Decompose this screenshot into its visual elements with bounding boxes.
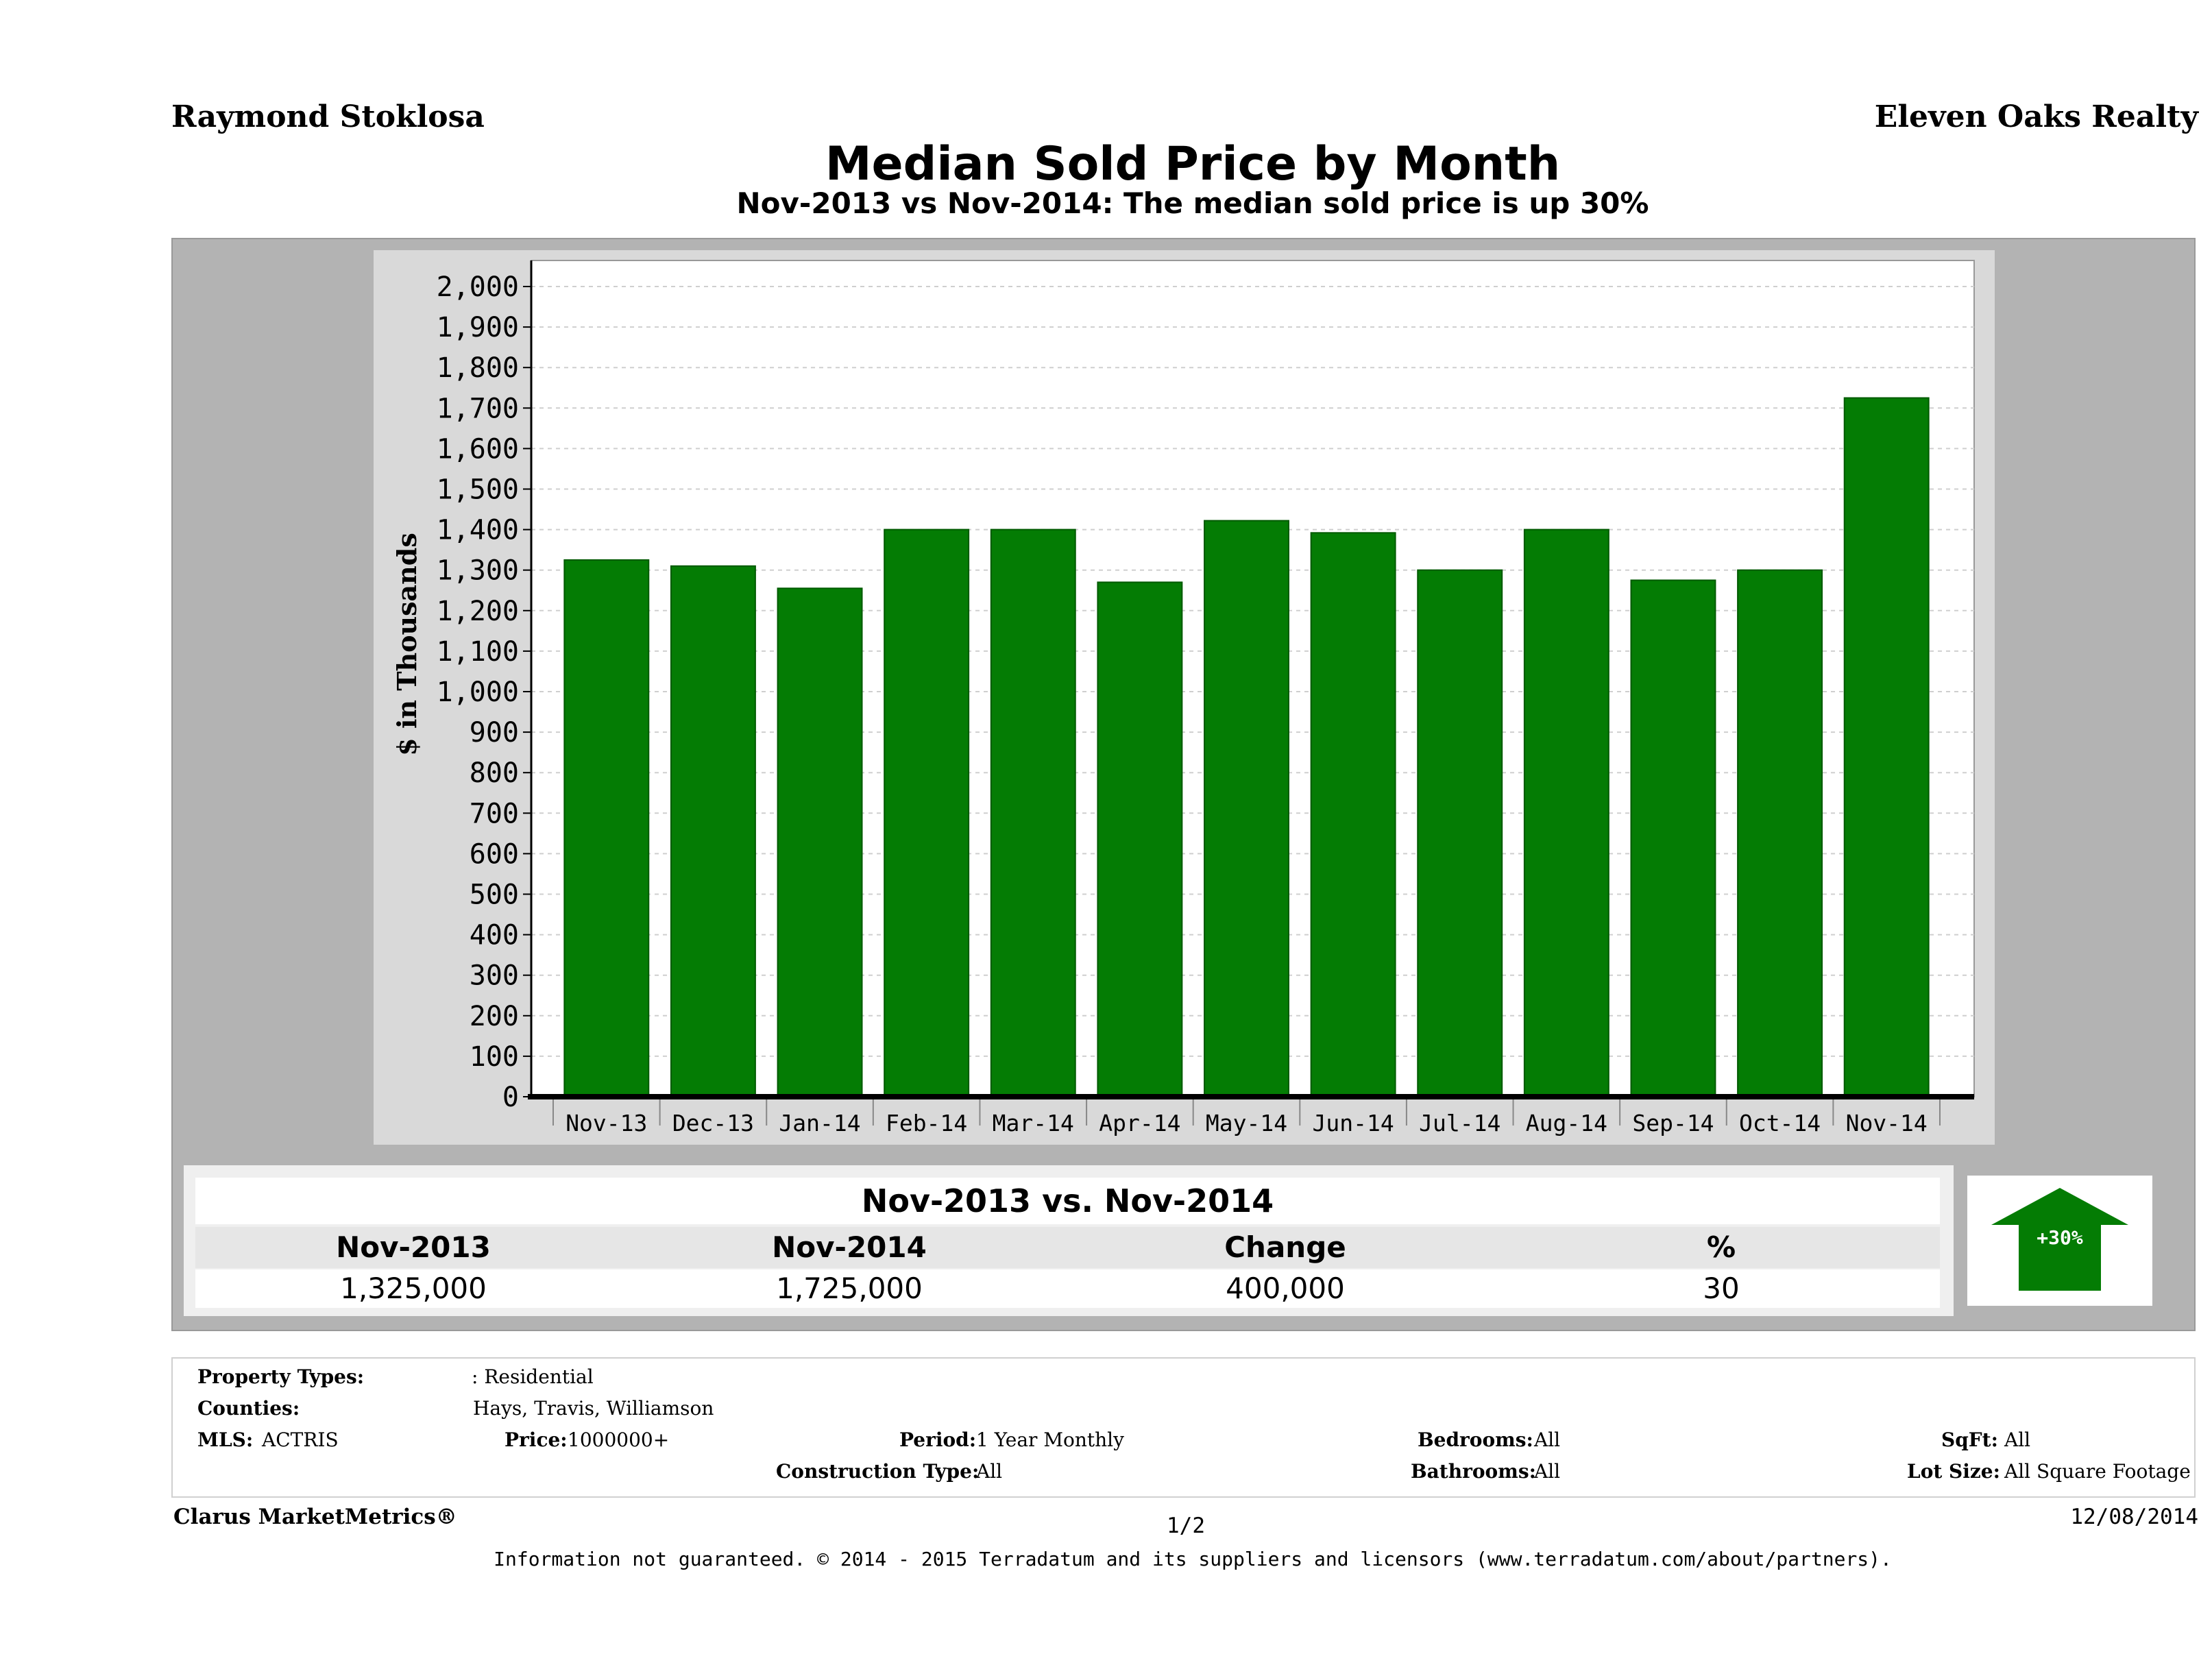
price-value: 1000000+ [568,1428,670,1451]
bar-chart: 0 100 200 300 400 500 600 700 800 900 1,000 1,100 1,… [391,260,1975,1136]
bar [1843,397,1930,1097]
bar [990,528,1076,1098]
x-tick-label: Aug-14 [1526,1110,1607,1136]
summary-header-change: Change [1224,1230,1346,1264]
y-tick-label: 500 [470,879,519,911]
property-types-value: : Residential [472,1365,594,1388]
y-tick-label: 1,900 [437,312,519,343]
criteria-box [171,1357,2196,1498]
y-tick-label: 100 [470,1041,519,1073]
summary-header-start: Nov-2013 [336,1230,491,1264]
counties-label: Counties: [197,1397,300,1420]
bar [1097,581,1183,1097]
bedrooms-value: All [1534,1428,1561,1451]
company-name: Eleven Oaks Realty [1874,99,2198,134]
bar [1417,569,1503,1097]
y-tick-label: 1,100 [437,636,519,668]
y-tick-label: 1,400 [437,515,519,546]
x-tick-label: Jun-14 [1313,1110,1394,1136]
x-tick-label: Mar-14 [993,1110,1074,1136]
x-tick-label: Nov-14 [1846,1110,1928,1136]
y-tick-label: 900 [470,717,519,749]
summary-value-row [195,1269,1940,1308]
period-label: Period: [899,1428,977,1451]
mls-label: MLS: [197,1428,254,1451]
period-value: 1 Year Monthly [976,1428,1124,1451]
y-tick-label: 300 [470,960,519,992]
up-arrow-icon: +30% [1991,1188,2128,1291]
bar [563,559,650,1097]
price-label: Price: [505,1428,568,1451]
summary-header-end: Nov-2014 [772,1230,927,1264]
bar [884,528,970,1098]
y-tick-label: 1,800 [437,352,519,384]
bar [1737,569,1823,1097]
change-badge-label: +30% [2037,1226,2083,1249]
agent-name: Raymond Stoklosa [171,99,485,134]
x-tick-label: Oct-14 [1739,1110,1821,1136]
bedrooms-label: Bedrooms: [1418,1428,1533,1451]
y-tick-label: 1,500 [437,474,519,506]
lot-size-value: All Square Footage [2004,1460,2191,1483]
summary-header-row [195,1227,1940,1268]
report-date: 12/08/2014 [2070,1505,2198,1529]
brand-footer: Clarus MarketMetrics® [173,1505,457,1529]
construction-value: All [976,1460,1003,1483]
x-tick-label: Sep-14 [1632,1110,1714,1136]
bar [1523,528,1609,1098]
y-tick-label: 1,200 [437,596,519,627]
lot-size-label: Lot Size: [1907,1460,2000,1483]
summary-value-end: 1,725,000 [776,1272,923,1305]
x-tick-label: Feb-14 [886,1110,967,1136]
sqft-value: All [2004,1428,2031,1451]
construction-label: Construction Type: [776,1460,980,1483]
summary-title: Nov-2013 vs. Nov-2014 [195,1178,1940,1224]
counties-value: Hays, Travis, Williamson [473,1397,714,1420]
summary-value-start: 1,325,000 [340,1272,487,1305]
chart-subtitle: Nov-2013 vs Nov-2014: The median sold pr… [736,186,1649,220]
bar [1204,520,1289,1097]
bar [1310,532,1396,1097]
y-tick-label: 1,300 [437,555,519,587]
x-tick-label: Dec-13 [672,1110,754,1136]
bar [670,565,756,1098]
bathrooms-label: Bathrooms: [1411,1460,1536,1483]
disclaimer: Information not guaranteed. © 2014 - 201… [494,1548,1892,1570]
summary-header-percent: % [1706,1230,1736,1264]
y-tick-label: 700 [470,798,519,829]
x-tick-label: Jan-14 [779,1110,860,1136]
y-tick-label: 0 [502,1082,519,1113]
y-tick-label: 400 [470,920,519,951]
y-tick-label: 1,700 [437,393,519,424]
y-tick-label: 2,000 [437,271,519,303]
bar [777,587,863,1098]
sqft-label: SqFt: [1941,1428,1998,1451]
x-tick-label: Apr-14 [1099,1110,1180,1136]
y-tick-label: 800 [470,757,519,789]
y-tick-label: 1,600 [437,433,519,465]
y-tick-label: 600 [470,838,519,870]
x-tick-label: Nov-13 [566,1110,647,1136]
change-badge: +30% [1967,1176,2152,1306]
bar [1630,579,1716,1098]
chart-title: Median Sold Price by Month [825,137,1561,191]
mls-value: ACTRIS [262,1428,339,1451]
x-tick-label: Jul-14 [1419,1110,1500,1136]
x-tick-label: May-14 [1206,1110,1287,1136]
bathrooms-value: All [1534,1460,1561,1483]
y-tick-label: 1,000 [437,677,519,708]
summary-value-change: 400,000 [1226,1272,1345,1305]
summary-value-percent: 30 [1703,1272,1740,1305]
y-axis-label: $ in Thousands [391,533,422,755]
page-number: 1/2 [1167,1513,1205,1538]
property-types-label: Property Types: [197,1365,365,1388]
y-tick-label: 200 [470,1001,519,1032]
